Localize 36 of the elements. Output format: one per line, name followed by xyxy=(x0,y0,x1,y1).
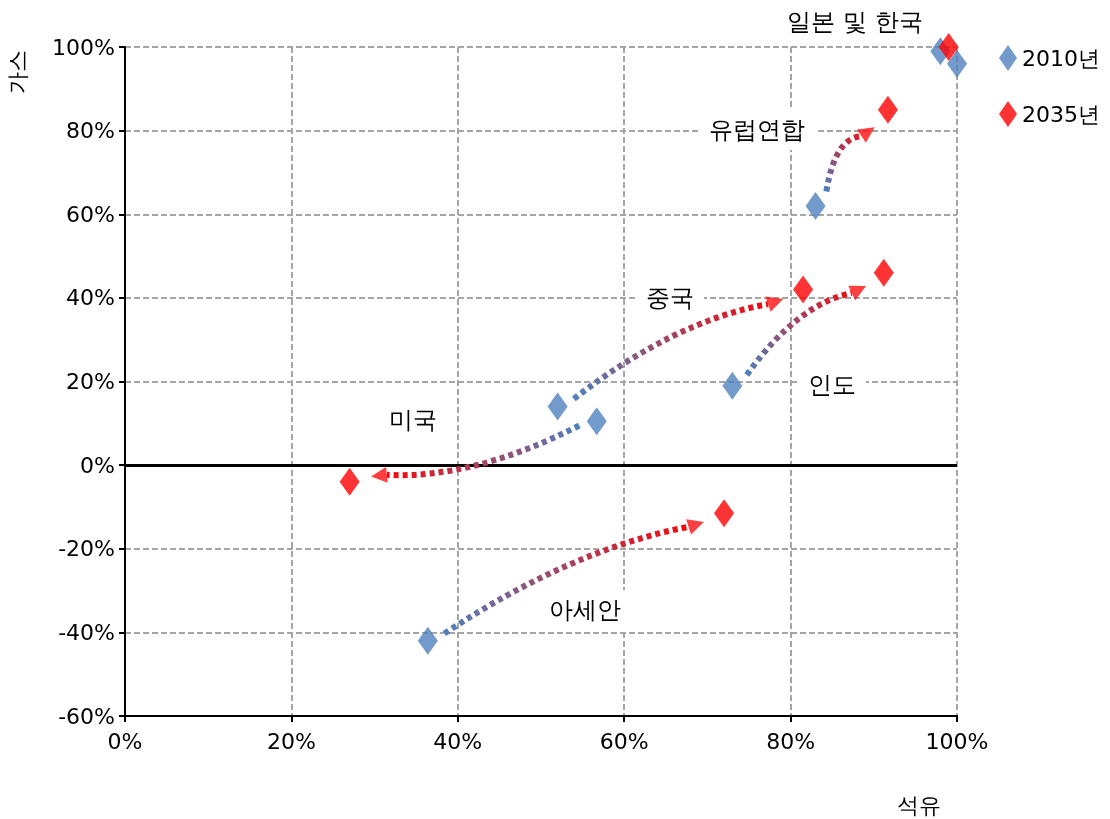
point xyxy=(547,392,568,421)
point xyxy=(722,371,743,400)
y-tick-label: 0% xyxy=(80,452,115,478)
point xyxy=(938,33,959,61)
y-tick-label: 80% xyxy=(66,118,115,144)
legend-label: 2035년 xyxy=(1022,101,1101,127)
x-tick-label: 80% xyxy=(766,728,816,754)
y-tick-label: 60% xyxy=(66,201,115,227)
x-axis-title: 석유 xyxy=(897,792,941,818)
point xyxy=(877,95,898,124)
x-tick-label: 100% xyxy=(925,728,989,754)
y-tick-label: 40% xyxy=(66,285,115,311)
y-tick-label: 20% xyxy=(66,369,115,394)
annotation: 아세안 xyxy=(539,590,631,630)
y-tick-label: 100% xyxy=(52,34,115,60)
point xyxy=(805,191,826,220)
point xyxy=(586,407,607,436)
legend-label: 2010년 xyxy=(1022,45,1101,71)
point xyxy=(873,258,894,287)
x-tick-label: 40% xyxy=(433,728,483,754)
point xyxy=(793,275,814,304)
y-tick-label: -60% xyxy=(58,703,115,729)
y-tick-label: -20% xyxy=(58,536,115,562)
x-tick-label: 0% xyxy=(107,728,143,754)
point xyxy=(339,467,360,496)
annotation: 유럽연합 xyxy=(699,110,815,150)
y-axis-title: 가스 xyxy=(4,50,30,94)
annotation: 인도 xyxy=(798,365,866,405)
annotation: 중국 xyxy=(636,278,704,318)
text: 일본 및 한국 xyxy=(777,2,933,42)
x-tick-label: 60% xyxy=(599,728,649,754)
annotation: 미국 xyxy=(379,400,447,440)
y-tick-label: -40% xyxy=(58,619,115,645)
x-tick-label: 20% xyxy=(266,728,316,754)
point xyxy=(714,499,735,528)
point xyxy=(417,626,438,655)
